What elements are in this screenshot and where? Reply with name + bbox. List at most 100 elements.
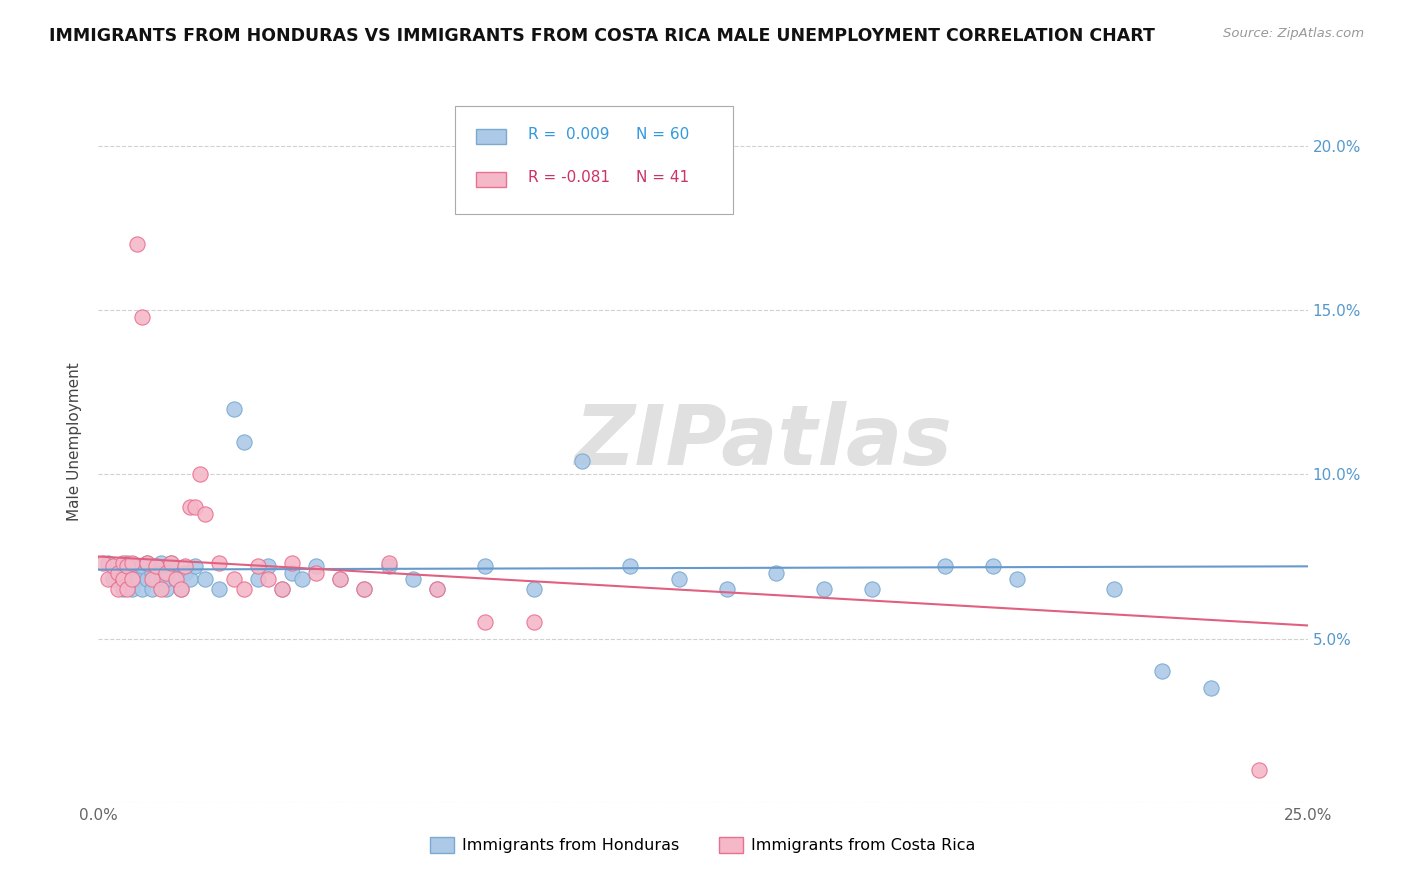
Point [111, 556, 134, 570]
Point [111, 582, 134, 597]
Point [135, 573, 157, 587]
Point [145, 573, 167, 587]
Point [208, 582, 231, 597]
Point [117, 582, 139, 597]
Point [107, 566, 129, 580]
Point [474, 615, 496, 630]
Point [145, 559, 167, 574]
Point [131, 559, 153, 574]
Point [194, 507, 217, 521]
Point [305, 559, 328, 574]
FancyBboxPatch shape [456, 105, 734, 214]
Point [141, 566, 163, 580]
Point [305, 566, 328, 580]
Point [222, 573, 245, 587]
Point [1152, 665, 1174, 679]
Point [619, 559, 641, 574]
Point [716, 582, 738, 597]
Point [271, 582, 294, 597]
Text: R = -0.081: R = -0.081 [527, 170, 610, 186]
Point [121, 573, 143, 587]
Point [281, 556, 304, 570]
Text: N = 60: N = 60 [637, 127, 690, 142]
Point [290, 573, 312, 587]
Point [160, 556, 183, 570]
Point [668, 573, 690, 587]
Point [97, 556, 120, 570]
Point [402, 573, 425, 587]
Point [860, 582, 883, 597]
Point [1102, 582, 1125, 597]
Point [1199, 681, 1222, 695]
Point [150, 582, 173, 597]
Point [131, 310, 153, 324]
Point [155, 582, 177, 597]
Point [232, 582, 254, 597]
Point [179, 500, 201, 515]
Point [232, 434, 254, 449]
Text: Source: ZipAtlas.com: Source: ZipAtlas.com [1223, 27, 1364, 40]
Point [117, 559, 139, 574]
Point [256, 559, 278, 574]
Point [934, 559, 956, 574]
Point [474, 559, 496, 574]
Point [107, 582, 129, 597]
Point [208, 556, 231, 570]
Point [188, 467, 211, 482]
Point [426, 582, 449, 597]
Point [101, 573, 124, 587]
Text: ZIPatlas: ZIPatlas [575, 401, 952, 482]
Point [150, 556, 173, 570]
Point [377, 559, 399, 574]
Point [111, 573, 134, 587]
Point [426, 582, 449, 597]
Point [127, 237, 149, 252]
Point [150, 566, 173, 580]
Point [169, 582, 191, 597]
Text: IMMIGRANTS FROM HONDURAS VS IMMIGRANTS FROM COSTA RICA MALE UNEMPLOYMENT CORRELA: IMMIGRANTS FROM HONDURAS VS IMMIGRANTS F… [49, 27, 1156, 45]
Text: N = 41: N = 41 [637, 170, 689, 186]
Point [571, 454, 593, 468]
Point [1007, 573, 1029, 587]
Point [121, 559, 143, 574]
Legend: Immigrants from Honduras, Immigrants from Costa Rica: Immigrants from Honduras, Immigrants fro… [423, 830, 983, 860]
Point [127, 566, 149, 580]
Point [174, 566, 197, 580]
Point [101, 559, 124, 574]
Point [117, 556, 139, 570]
Point [523, 582, 546, 597]
Point [117, 573, 139, 587]
Point [523, 615, 546, 630]
Point [145, 559, 167, 574]
Point [165, 573, 187, 587]
Point [184, 559, 207, 574]
Point [377, 556, 399, 570]
Point [160, 559, 183, 574]
Point [184, 500, 207, 515]
Point [329, 573, 352, 587]
Point [179, 573, 201, 587]
Point [121, 556, 143, 570]
Point [165, 573, 187, 587]
Point [111, 559, 134, 574]
Point [765, 566, 787, 580]
Point [247, 573, 270, 587]
Point [271, 582, 294, 597]
Point [256, 573, 278, 587]
Point [353, 582, 375, 597]
FancyBboxPatch shape [475, 129, 506, 144]
Point [1249, 763, 1271, 777]
Point [135, 556, 157, 570]
Point [160, 556, 183, 570]
Point [91, 556, 114, 570]
FancyBboxPatch shape [475, 172, 506, 186]
Point [97, 573, 120, 587]
Point [247, 559, 270, 574]
Point [131, 582, 153, 597]
Point [121, 582, 143, 597]
Point [169, 582, 191, 597]
Y-axis label: Male Unemployment: Male Unemployment [67, 362, 83, 521]
Point [222, 401, 245, 416]
Point [194, 573, 217, 587]
Point [155, 566, 177, 580]
